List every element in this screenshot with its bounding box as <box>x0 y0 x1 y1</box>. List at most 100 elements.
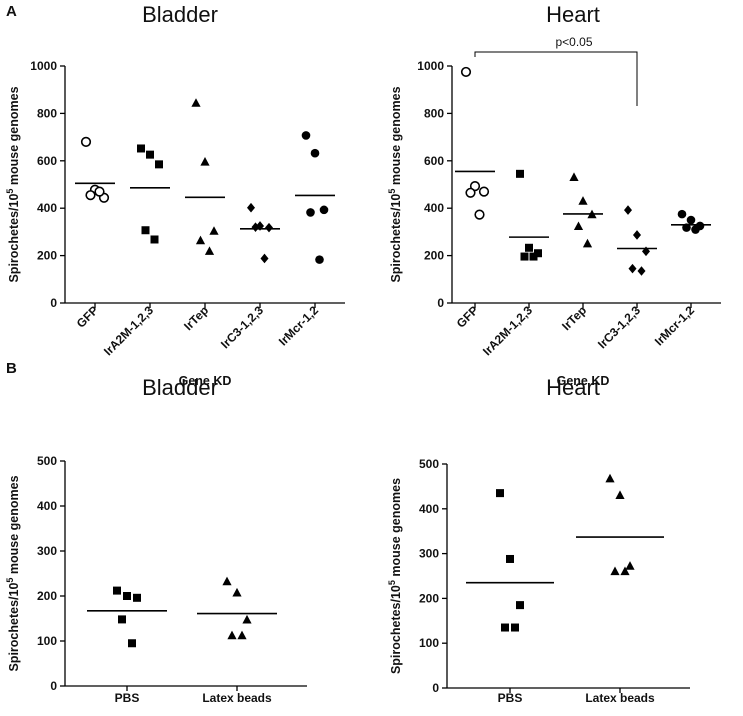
y-tick-label: 600 <box>424 154 444 168</box>
significance-label: p<0.05 <box>555 35 592 49</box>
y-axis-label-main: Spirochetes/10 <box>7 194 21 283</box>
y-tick-label: 300 <box>37 544 57 558</box>
data-point-pbs <box>133 593 141 602</box>
y-tick-label: 0 <box>437 296 444 310</box>
data-point-gfp <box>465 187 476 198</box>
data-point-irmcr-1-2 <box>315 255 324 264</box>
y-axis-label-rest: mouse genomes <box>7 86 21 188</box>
data-point-irc3-1-2-3 <box>265 222 273 233</box>
data-point-irc3-1-2-3 <box>642 246 650 257</box>
data-point-gfp <box>85 190 96 201</box>
data-point-latex-beads <box>615 490 625 499</box>
chart-title: Bladder <box>142 2 218 27</box>
data-point-irtep <box>191 98 201 107</box>
data-point-ira2m-1-2-3 <box>529 252 538 261</box>
y-tick-label: 400 <box>37 499 57 513</box>
category-label-irc3-1-2-3: IrC3-1,2,3 <box>595 303 643 351</box>
y-axis-label-rest: mouse genomes <box>389 478 403 580</box>
data-point-irmcr-1-2 <box>686 215 696 225</box>
category-label-pbs: PBS <box>498 691 523 705</box>
data-point-ira2m-1-2-3 <box>534 249 542 258</box>
data-point-irtep <box>195 235 206 245</box>
y-tick-label: 800 <box>37 106 57 120</box>
data-point-irmcr-1-2 <box>310 148 320 158</box>
y-tick-label: 0 <box>50 679 57 693</box>
category-label-irtep: IrTep <box>559 303 589 333</box>
chart-a-bladder: Bladder 0 200 400 600 800 1000 Spirochetes/105 … <box>5 2 345 388</box>
y-tick-label: 0 <box>432 681 439 695</box>
data-point-pbs <box>496 489 504 498</box>
y-axis-label-main: Spirochetes/10 <box>389 585 403 674</box>
data-point-ira2m-1-2-3 <box>155 160 163 169</box>
y-tick-label: 400 <box>419 502 439 516</box>
x-axis-label: Gene KD <box>179 374 232 388</box>
data-point-pbs <box>501 623 509 632</box>
data-point-irtep <box>569 172 579 181</box>
y-axis-label-main: Spirochetes/10 <box>7 583 21 672</box>
data-point-irtep <box>200 156 210 166</box>
y-axis-label: Spirochetes/105 mouse genomes <box>387 86 403 282</box>
data-point-pbs <box>123 592 131 600</box>
y-tick-label: 100 <box>419 636 439 650</box>
chart-title: Heart <box>546 375 600 400</box>
y-tick-label: 200 <box>419 591 439 605</box>
x-axis-label: Gene KD <box>557 374 610 388</box>
data-point-irc3-1-2-3 <box>628 263 637 274</box>
data-point-ira2m-1-2-3 <box>137 144 145 153</box>
data-point-ira2m-1-2-3 <box>525 243 533 252</box>
y-axis-label: Spirochetes/105 mouse genomes <box>5 86 21 282</box>
y-axis-label-superscript: 5 <box>5 189 15 194</box>
y-tick-label: 200 <box>424 249 444 263</box>
data-point-irtep <box>573 221 584 231</box>
data-point-irc3-1-2-3 <box>260 253 269 264</box>
data-point-irmcr-1-2 <box>691 225 700 234</box>
data-point-irc3-1-2-3 <box>247 202 255 213</box>
chart-title: Heart <box>546 2 600 27</box>
data-point-pbs <box>506 554 514 563</box>
y-axis-label: Spirochetes/105 mouse genomes <box>5 475 21 671</box>
category-label-irmcr-1-2: IrMcr-1,2 <box>652 303 698 349</box>
data-point-irc3-1-2-3 <box>637 266 646 276</box>
data-point-pbs <box>118 615 126 624</box>
data-point-irmcr-1-2 <box>677 209 687 219</box>
chart-b-bladder: Bladder 0 100 200 300 400 500 Spirochetes/105 m… <box>5 375 307 705</box>
data-point-gfp <box>80 136 92 147</box>
data-point-latex-beads <box>237 630 247 640</box>
chart-title: Bladder <box>142 375 218 400</box>
y-tick-label: 400 <box>37 201 57 215</box>
data-point-latex-beads <box>610 566 620 576</box>
data-point-ira2m-1-2-3 <box>141 226 150 235</box>
data-point-gfp <box>474 209 485 220</box>
y-axis-label-main: Spirochetes/10 <box>389 194 403 283</box>
data-point-latex-beads <box>232 587 242 597</box>
y-axis-label-superscript: 5 <box>387 189 397 194</box>
y-tick-label: 200 <box>37 589 57 603</box>
category-label-irmcr-1-2: IrMcr-1,2 <box>276 303 322 349</box>
y-tick-label: 500 <box>37 454 57 468</box>
data-point-ira2m-1-2-3 <box>516 169 524 178</box>
data-point-irc3-1-2-3 <box>624 205 632 215</box>
data-point-gfp <box>460 66 472 78</box>
category-label-ira2m-1-2-3: IrA2M-1,2,3 <box>480 303 535 358</box>
data-point-gfp <box>478 186 490 197</box>
chart-b-heart: Heart 0 100 200 300 400 500 Spirochetes/105 mou… <box>387 375 690 705</box>
data-point-pbs <box>516 601 524 610</box>
y-axis-label-superscript: 5 <box>387 580 397 585</box>
y-axis-label-rest: mouse genomes <box>7 475 21 577</box>
data-point-latex-beads <box>242 614 252 624</box>
y-tick-label: 600 <box>37 154 57 168</box>
data-point-latex-beads <box>625 561 635 570</box>
data-point-latex-beads <box>222 576 232 586</box>
data-point-irtep <box>209 226 219 235</box>
data-point-pbs <box>511 623 519 632</box>
category-label-irc3-1-2-3: IrC3-1,2,3 <box>218 303 266 351</box>
data-point-pbs <box>128 639 136 648</box>
data-point-pbs <box>113 586 121 595</box>
y-tick-label: 1000 <box>417 59 444 73</box>
y-tick-label: 400 <box>424 201 444 215</box>
data-point-ira2m-1-2-3 <box>146 150 154 159</box>
significance-bracket <box>474 51 638 106</box>
data-point-latex-beads <box>227 630 237 640</box>
